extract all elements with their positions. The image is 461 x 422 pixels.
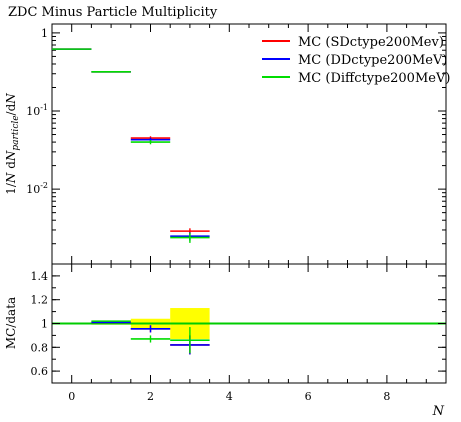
x-axis-label: N — [432, 404, 445, 419]
x-tick-label: 0 — [68, 390, 75, 403]
ratio-y-tick-label: 1.2 — [31, 294, 49, 307]
x-tick-label: 4 — [226, 390, 233, 403]
ratio-y-tick-label: 1.4 — [31, 270, 49, 283]
main-y-ticks: 1 10-1 10-2 — [26, 27, 446, 245]
legend-label: MC (DDctype200MeV) — [298, 53, 447, 68]
ratio-y-axis-label: MC/data — [4, 297, 18, 349]
ratio-y-ticks: 0.6 0.8 1 1.2 1.4 — [31, 270, 446, 378]
legend-label: MC (Diffctype200MeV) — [298, 71, 450, 86]
ratio-series — [91, 320, 210, 355]
ratio-y-tick-label: 1 — [41, 318, 48, 331]
chart-title: ZDC Minus Particle Multiplicity — [8, 5, 218, 20]
x-ticks: 0 2 4 6 8 — [68, 24, 427, 403]
legend-label: MC (SDctype200Mev) — [298, 35, 444, 50]
x-tick-label: 8 — [383, 390, 390, 403]
main-series — [52, 48, 210, 243]
ratio-panel: 0.6 0.8 1 1.2 1.4 0 2 4 6 8 MC/data N — [4, 24, 447, 419]
ratio-y-tick-label: 0.8 — [31, 341, 49, 354]
x-tick-label: 6 — [305, 390, 312, 403]
legend: MC (SDctype200Mev) MC (DDctype200MeV) MC (… — [262, 35, 450, 86]
main-y-axis-label: 1/N dNparticle/dN — [4, 93, 21, 195]
x-tick-label: 2 — [147, 390, 154, 403]
main-y-tick-label: 10-2 — [26, 181, 48, 196]
ratio-y-tick-label: 0.6 — [31, 365, 49, 378]
main-y-tick-label: 1 — [41, 27, 48, 40]
main-y-tick-label: 10-1 — [26, 103, 48, 118]
